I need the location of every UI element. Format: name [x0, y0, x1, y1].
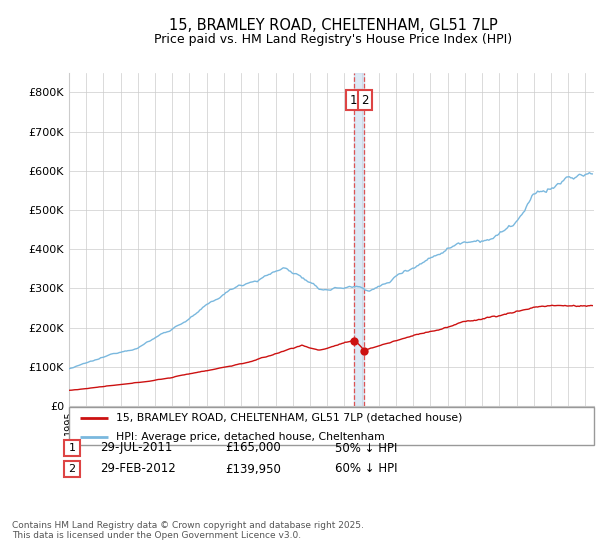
Bar: [64, 440, 80, 456]
Text: 15, BRAMLEY ROAD, CHELTENHAM, GL51 7LP: 15, BRAMLEY ROAD, CHELTENHAM, GL51 7LP: [169, 18, 497, 32]
Text: 50% ↓ HPI: 50% ↓ HPI: [335, 441, 397, 455]
Text: 1: 1: [68, 443, 76, 453]
Text: Price paid vs. HM Land Registry's House Price Index (HPI): Price paid vs. HM Land Registry's House …: [154, 32, 512, 46]
Text: 60% ↓ HPI: 60% ↓ HPI: [335, 463, 398, 475]
Text: Contains HM Land Registry data © Crown copyright and database right 2025.
This d: Contains HM Land Registry data © Crown c…: [12, 521, 364, 540]
Bar: [64, 461, 80, 477]
Text: 15, BRAMLEY ROAD, CHELTENHAM, GL51 7LP (detached house): 15, BRAMLEY ROAD, CHELTENHAM, GL51 7LP (…: [116, 413, 463, 423]
Text: 2: 2: [361, 94, 369, 107]
Text: £165,000: £165,000: [225, 441, 281, 455]
Text: HPI: Average price, detached house, Cheltenham: HPI: Average price, detached house, Chel…: [116, 432, 385, 442]
Bar: [354, 73, 364, 406]
Text: 1: 1: [350, 94, 357, 107]
FancyBboxPatch shape: [69, 407, 594, 445]
Text: 29-FEB-2012: 29-FEB-2012: [100, 463, 176, 475]
Text: 2: 2: [68, 464, 76, 474]
Text: £139,950: £139,950: [225, 463, 281, 475]
Text: 29-JUL-2011: 29-JUL-2011: [100, 441, 172, 455]
